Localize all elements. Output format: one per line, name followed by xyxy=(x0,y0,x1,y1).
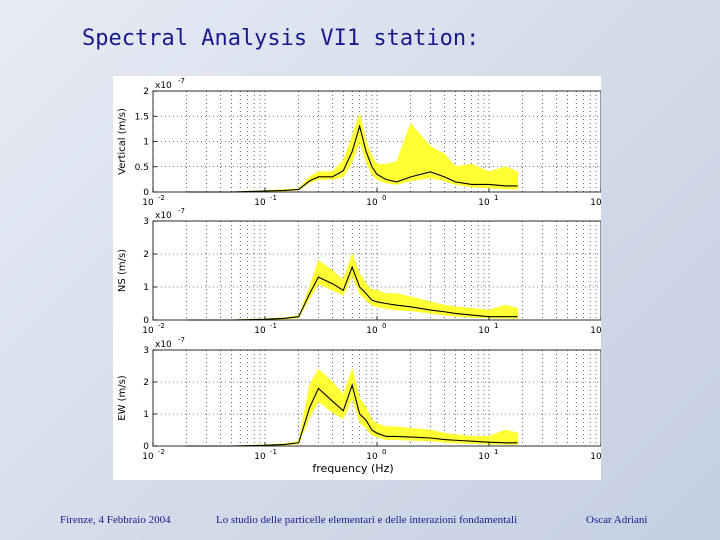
y-axis-label: EW (m/s) xyxy=(117,375,128,421)
x-tick-exponent: 0 xyxy=(382,448,386,456)
y-tick-label: 0 xyxy=(143,188,149,198)
y-tick-label: 1.5 xyxy=(135,112,149,122)
y-tick-label: 3 xyxy=(143,346,149,356)
y-tick-label: 2 xyxy=(143,250,149,260)
footer-talk-title: Lo studio delle particelle elementari e … xyxy=(216,514,518,526)
footer-date: Firenze, 4 Febbraio 2004 xyxy=(60,514,171,526)
y-tick-label: 1 xyxy=(143,410,149,420)
x-tick-exponent: -1 xyxy=(270,194,277,202)
footer-author: Oscar Adriani xyxy=(586,514,648,526)
chart-panel-1: 00.511.5210-210-1100101102x10-7Vertical … xyxy=(117,77,601,208)
spectrum-line xyxy=(186,383,518,447)
y-tick-label: 2 xyxy=(143,87,149,97)
y-axis-label: NS (m/s) xyxy=(117,249,128,292)
x-tick-exponent: 0 xyxy=(382,322,386,330)
x-tick-exponent: -2 xyxy=(158,448,165,456)
spectrum-band xyxy=(186,252,518,321)
y-tick-label: 0.5 xyxy=(135,163,149,173)
x-tick-label: 10 xyxy=(254,198,266,208)
x-tick-label: 10 xyxy=(478,452,490,462)
x-tick-exponent: -1 xyxy=(270,448,277,456)
y-multiplier-exponent: -7 xyxy=(178,336,185,344)
spectrum-line xyxy=(186,124,518,193)
y-multiplier-exponent: -7 xyxy=(178,77,185,85)
x-tick-exponent: 1 xyxy=(494,448,498,456)
x-tick-label: 10 xyxy=(366,198,378,208)
x-tick-label: 10 xyxy=(254,326,266,336)
x-axis-label: frequency (Hz) xyxy=(312,462,393,475)
x-tick-exponent: 0 xyxy=(382,194,386,202)
x-tick-label: 10 xyxy=(254,452,266,462)
x-tick-label: 10 xyxy=(590,452,601,462)
spectral-charts: 00.511.5210-210-1100101102x10-7Vertical … xyxy=(117,77,601,475)
y-tick-label: 2 xyxy=(143,378,149,388)
x-tick-exponent: -1 xyxy=(270,322,277,330)
y-tick-label: 0 xyxy=(143,316,149,326)
x-tick-label: 10 xyxy=(478,198,490,208)
x-tick-label: 10 xyxy=(478,326,490,336)
spectrum-line xyxy=(186,265,518,321)
x-tick-label: 10 xyxy=(142,198,154,208)
y-multiplier-label: x10 xyxy=(155,81,172,91)
y-tick-label: 3 xyxy=(143,217,149,227)
y-axis-label: Vertical (m/s) xyxy=(117,108,128,175)
y-multiplier-label: x10 xyxy=(155,340,172,350)
x-tick-exponent: -2 xyxy=(158,322,165,330)
y-tick-label: 1 xyxy=(143,283,149,293)
spectral-figure: 00.511.5210-210-1100101102x10-7Vertical … xyxy=(113,76,601,480)
x-tick-exponent: -2 xyxy=(158,194,165,202)
x-tick-label: 10 xyxy=(142,326,154,336)
y-multiplier-exponent: -7 xyxy=(178,207,185,215)
x-tick-label: 10 xyxy=(590,198,601,208)
x-tick-exponent: 1 xyxy=(494,194,498,202)
x-tick-label: 10 xyxy=(366,452,378,462)
x-tick-label: 10 xyxy=(366,326,378,336)
slide-title: Spectral Analysis VI1 station: xyxy=(82,26,480,51)
x-tick-label: 10 xyxy=(590,326,601,336)
x-tick-exponent: 1 xyxy=(494,322,498,330)
x-tick-label: 10 xyxy=(142,452,154,462)
y-tick-label: 0 xyxy=(143,442,149,452)
y-multiplier-label: x10 xyxy=(155,211,172,221)
y-tick-label: 1 xyxy=(143,138,149,148)
